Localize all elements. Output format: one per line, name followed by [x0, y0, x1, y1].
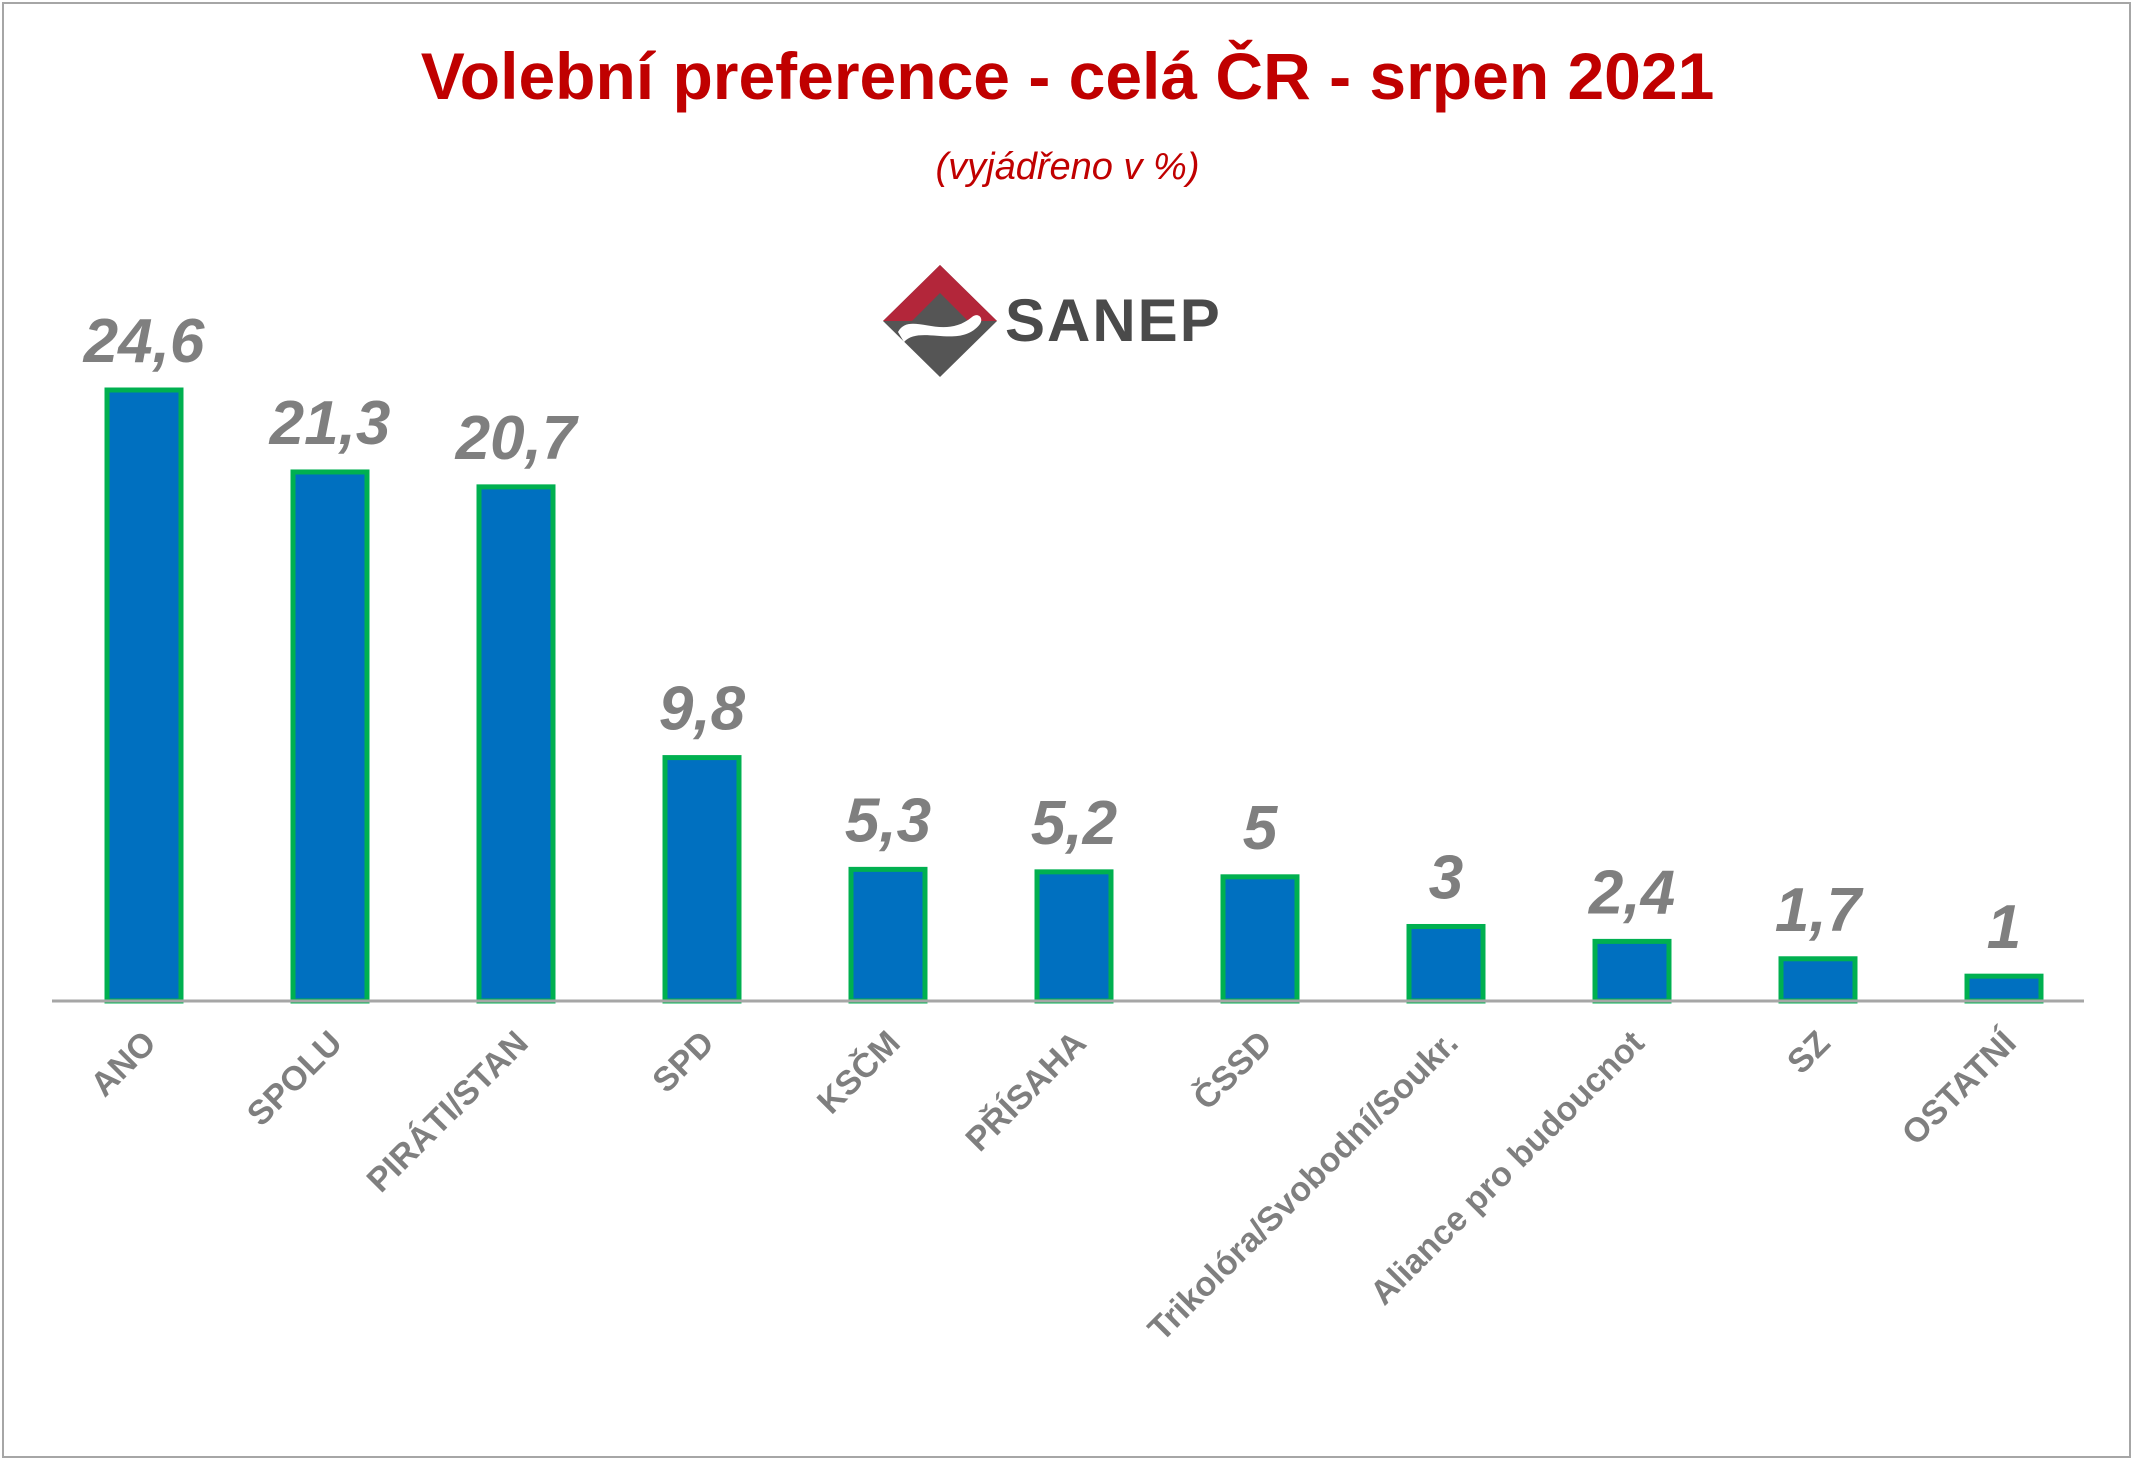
category-label-1: SPOLU — [240, 1024, 350, 1134]
value-label-6: 5 — [1243, 794, 1279, 863]
bar-10 — [1964, 973, 2044, 1004]
category-label-5: PŘÍSAHA — [959, 1024, 1094, 1159]
value-label-2: 20,7 — [455, 404, 579, 473]
bar-9 — [1778, 956, 1858, 1004]
bar-3 — [662, 755, 742, 1004]
category-label-6: ČSSD — [1185, 1023, 1279, 1117]
sanep-logo-text: SANEP — [1005, 287, 1222, 354]
category-label-7: Trikolóra/Svobodní/Soukr. — [1141, 1024, 1466, 1349]
bar-7 — [1406, 923, 1486, 1004]
bar-5 — [1034, 869, 1114, 1004]
value-label-7: 3 — [1429, 843, 1463, 912]
sanep-logo: SANEP — [880, 262, 1240, 380]
category-label-2: PIRÁTI/STAN — [360, 1024, 536, 1200]
category-label-0: ANO — [83, 1024, 163, 1104]
bar-1 — [290, 469, 370, 1004]
bar-4 — [848, 866, 928, 1004]
sanep-logo-mark — [883, 265, 997, 377]
bar-6 — [1220, 874, 1300, 1004]
value-label-5: 5,2 — [1031, 789, 1117, 858]
value-label-4: 5,3 — [845, 786, 931, 855]
bar-2 — [476, 484, 556, 1004]
category-label-9: SZ — [1780, 1024, 1838, 1082]
value-label-3: 9,8 — [659, 675, 746, 744]
category-label-4: KSČM — [809, 1023, 907, 1121]
bar-0 — [104, 387, 184, 1004]
value-label-8: 2,4 — [1588, 858, 1675, 927]
chart-subtitle: (vyjádřeno v %) — [935, 146, 1200, 188]
category-label-10: OSTATNÍ — [1895, 1023, 2025, 1153]
value-label-9: 1,7 — [1775, 876, 1864, 945]
value-label-10: 1 — [1987, 893, 2021, 962]
value-label-0: 24,6 — [83, 307, 205, 376]
value-label-1: 21,3 — [269, 389, 391, 458]
chart-title: Volební preference - celá ČR - srpen 202… — [420, 39, 1715, 113]
category-label-3: SPD — [645, 1024, 721, 1100]
bar-8 — [1592, 938, 1672, 1004]
